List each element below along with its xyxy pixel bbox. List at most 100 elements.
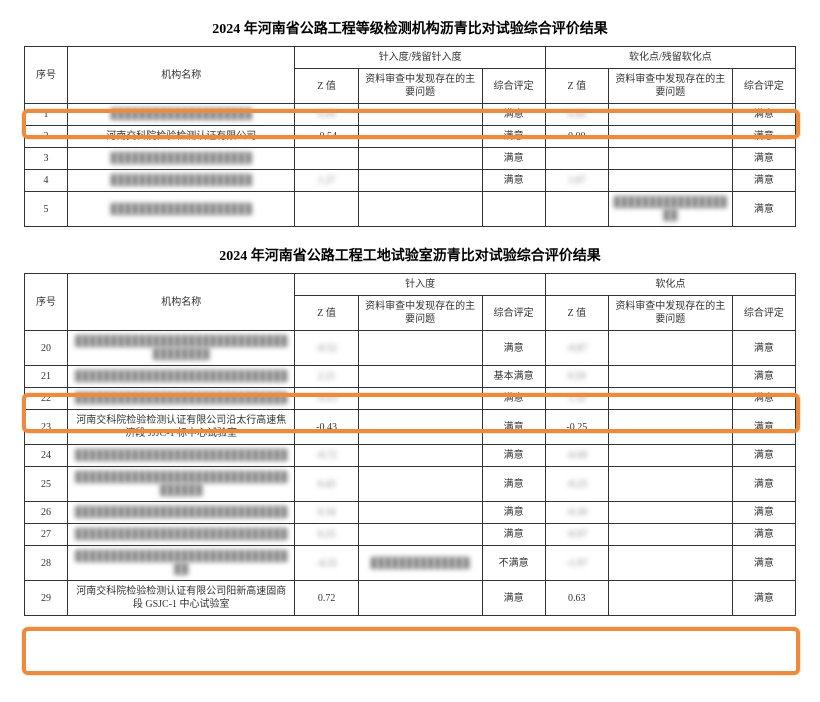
cell-issue1 bbox=[358, 410, 482, 445]
cell-issue1 bbox=[358, 192, 482, 227]
th-eval1: 综合评定 bbox=[482, 296, 545, 331]
cell-eval1: 满意 bbox=[482, 445, 545, 467]
table2: 序号 机构名称 针入度 软化点 Z 值 资料审查中发现存在的主要问题 综合评定 … bbox=[24, 273, 796, 616]
cell-name: ████████████████████ bbox=[67, 192, 295, 227]
th-seq: 序号 bbox=[25, 47, 68, 104]
cell-eval2: 满意 bbox=[732, 104, 795, 126]
cell-z2: -0.30 bbox=[545, 502, 608, 524]
cell-seq: 23 bbox=[25, 410, 68, 445]
th-issue1: 资料审查中发现存在的主要问题 bbox=[358, 296, 482, 331]
cell-z1: 0.43 bbox=[295, 467, 358, 502]
th-z2: Z 值 bbox=[545, 296, 608, 331]
cell-issue2 bbox=[608, 104, 732, 126]
table-row: 4████████████████████1.27满意1.07满意 bbox=[25, 170, 796, 192]
cell-name: 河南交科院检验检测认证有限公司 bbox=[67, 126, 295, 148]
cell-eval2: 满意 bbox=[732, 331, 795, 366]
cell-eval2: 满意 bbox=[732, 192, 795, 227]
th-eval2: 综合评定 bbox=[732, 69, 795, 104]
cell-issue2 bbox=[608, 126, 732, 148]
cell-z1: -0.52 bbox=[295, 331, 358, 366]
table-row: 26██████████████████████████████0.34满意-0… bbox=[25, 502, 796, 524]
cell-issue1 bbox=[358, 148, 482, 170]
cell-eval2: 满意 bbox=[732, 524, 795, 546]
cell-issue1: ██████████████ bbox=[358, 546, 482, 581]
cell-name: ████████████████████ bbox=[67, 170, 295, 192]
cell-z1: -0.54 bbox=[295, 126, 358, 148]
table1: 序号 机构名称 针入度/残留针入度 软化点/残留软化点 Z 值 资料审查中发现存… bbox=[24, 46, 796, 227]
cell-eval2: 满意 bbox=[732, 366, 795, 388]
cell-eval1: 不满意 bbox=[482, 546, 545, 581]
cell-name: ██████████████████████████████ ██ bbox=[67, 546, 295, 581]
cell-name: ██████████████████████████████ ██████ bbox=[67, 467, 295, 502]
cell-name: ██████████████████████████████ bbox=[67, 366, 295, 388]
cell-eval2: 满意 bbox=[732, 502, 795, 524]
table2-head: 序号 机构名称 针入度 软化点 Z 值 资料审查中发现存在的主要问题 综合评定 … bbox=[25, 274, 796, 331]
th-group2: 软化点/残留软化点 bbox=[545, 47, 795, 69]
cell-z2: -0.87 bbox=[545, 331, 608, 366]
cell-eval2: 满意 bbox=[732, 148, 795, 170]
cell-seq: 5 bbox=[25, 192, 68, 227]
cell-name: ██████████████████████████████ bbox=[67, 388, 295, 410]
cell-eval2: 满意 bbox=[732, 410, 795, 445]
cell-seq: 3 bbox=[25, 148, 68, 170]
cell-z1: -0.43 bbox=[295, 410, 358, 445]
cell-eval1: 满意 bbox=[482, 148, 545, 170]
cell-eval1: 满意 bbox=[482, 388, 545, 410]
cell-issue2 bbox=[608, 581, 732, 616]
th-issue1: 资料审查中发现存在的主要问题 bbox=[358, 69, 482, 104]
cell-issue1 bbox=[358, 445, 482, 467]
highlight-box bbox=[22, 627, 800, 675]
cell-z1: 0.72 bbox=[295, 581, 358, 616]
cell-z2: -0.25 bbox=[545, 467, 608, 502]
cell-eval2: 满意 bbox=[732, 388, 795, 410]
cell-seq: 29 bbox=[25, 581, 68, 616]
cell-issue1 bbox=[358, 331, 482, 366]
cell-issue2: ██████████████████ bbox=[608, 192, 732, 227]
cell-z1: -0.72 bbox=[295, 445, 358, 467]
table-row: 1████████████████████0.00满意0.00满意 bbox=[25, 104, 796, 126]
table1-head: 序号 机构名称 针入度/残留针入度 软化点/残留软化点 Z 值 资料审查中发现存… bbox=[25, 47, 796, 104]
cell-z2: -1.97 bbox=[545, 546, 608, 581]
cell-seq: 21 bbox=[25, 366, 68, 388]
cell-eval1: 满意 bbox=[482, 104, 545, 126]
th-eval2: 综合评定 bbox=[732, 296, 795, 331]
cell-z1: -4.32 bbox=[295, 546, 358, 581]
cell-seq: 20 bbox=[25, 331, 68, 366]
table-row: 27██████████████████████████████0.25满意-0… bbox=[25, 524, 796, 546]
table-row: 24██████████████████████████████-0.72满意-… bbox=[25, 445, 796, 467]
cell-issue2 bbox=[608, 388, 732, 410]
table-row: 29河南交科院检验检测认证有限公司阳新高速固商段 GSJC-1 中心试验室0.7… bbox=[25, 581, 796, 616]
cell-name: ██████████████████████████████ ████████ bbox=[67, 331, 295, 366]
cell-z1: 2.21 bbox=[295, 366, 358, 388]
cell-eval1: 满意 bbox=[482, 467, 545, 502]
cell-seq: 4 bbox=[25, 170, 68, 192]
cell-name: ████████████████████ bbox=[67, 148, 295, 170]
cell-eval1: 基本满意 bbox=[482, 366, 545, 388]
cell-z1: 1.27 bbox=[295, 170, 358, 192]
table-row: 20██████████████████████████████ ███████… bbox=[25, 331, 796, 366]
table2-title: 2024 年河南省公路工程工地试验室沥青比对试验综合评价结果 bbox=[24, 245, 796, 265]
cell-seq: 2 bbox=[25, 126, 68, 148]
table-row: 3████████████████████ 满意 满意 bbox=[25, 148, 796, 170]
cell-z2: -0.25 bbox=[545, 410, 608, 445]
cell-issue1 bbox=[358, 366, 482, 388]
cell-issue1 bbox=[358, 126, 482, 148]
cell-issue2 bbox=[608, 546, 732, 581]
cell-z1: -0.03 bbox=[295, 388, 358, 410]
cell-z2: -0.97 bbox=[545, 524, 608, 546]
th-seq: 序号 bbox=[25, 274, 68, 331]
table-row: 25██████████████████████████████ ██████0… bbox=[25, 467, 796, 502]
cell-name: 河南交科院检验检测认证有限公司沿太行高速焦济段 JJJC-1 标中心试验室 bbox=[67, 410, 295, 445]
cell-issue2 bbox=[608, 445, 732, 467]
cell-issue1 bbox=[358, 467, 482, 502]
table1-body: 1████████████████████0.00满意0.00满意2河南交科院检… bbox=[25, 104, 796, 227]
table-row: 5██████████████████████████████████████满… bbox=[25, 192, 796, 227]
cell-issue2 bbox=[608, 502, 732, 524]
cell-issue2 bbox=[608, 410, 732, 445]
cell-z2: 1.18 bbox=[545, 388, 608, 410]
cell-z2 bbox=[545, 148, 608, 170]
cell-z2: 1.07 bbox=[545, 170, 608, 192]
cell-z2: 0.59 bbox=[545, 366, 608, 388]
cell-eval2: 满意 bbox=[732, 546, 795, 581]
cell-name: ██████████████████████████████ bbox=[67, 445, 295, 467]
